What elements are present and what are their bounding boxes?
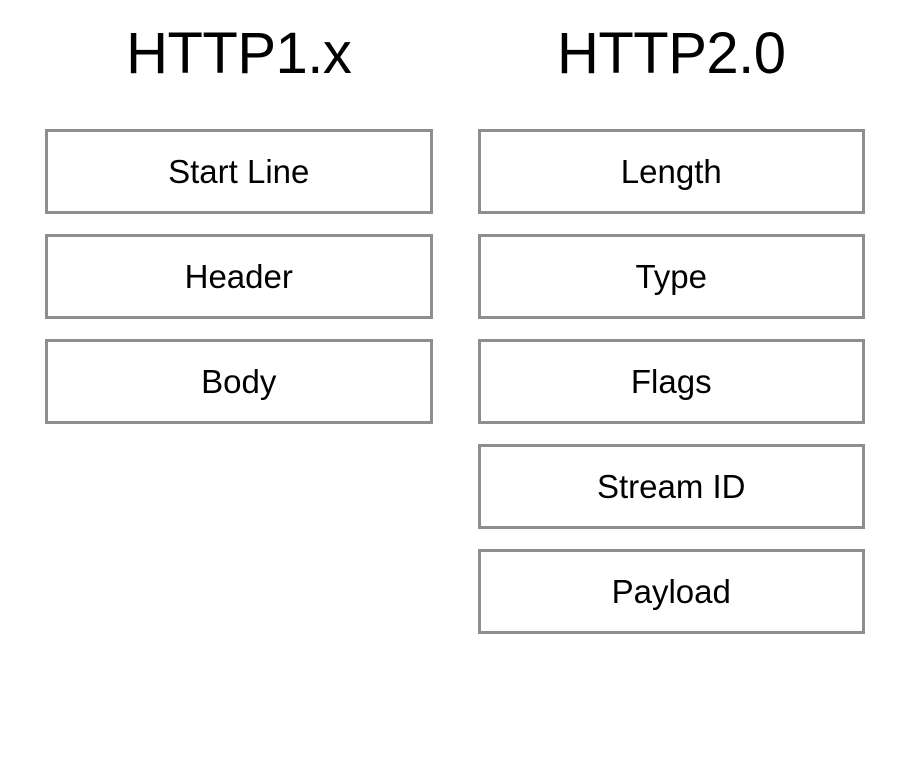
http1-box-list: Start Line Header Body <box>45 129 433 424</box>
http2-box-type: Type <box>478 234 866 319</box>
http1-column: HTTP1.x Start Line Header Body <box>45 20 433 634</box>
comparison-diagram: HTTP1.x Start Line Header Body HTTP2.0 L… <box>45 20 865 634</box>
http1-title: HTTP1.x <box>126 20 351 87</box>
http2-box-payload: Payload <box>478 549 866 634</box>
http2-title: HTTP2.0 <box>557 20 786 87</box>
http1-box-start-line: Start Line <box>45 129 433 214</box>
http1-box-body: Body <box>45 339 433 424</box>
http2-box-flags: Flags <box>478 339 866 424</box>
http2-box-list: Length Type Flags Stream ID Payload <box>478 129 866 634</box>
http1-box-header: Header <box>45 234 433 319</box>
http2-box-stream-id: Stream ID <box>478 444 866 529</box>
http2-box-length: Length <box>478 129 866 214</box>
http2-column: HTTP2.0 Length Type Flags Stream ID Payl… <box>478 20 866 634</box>
